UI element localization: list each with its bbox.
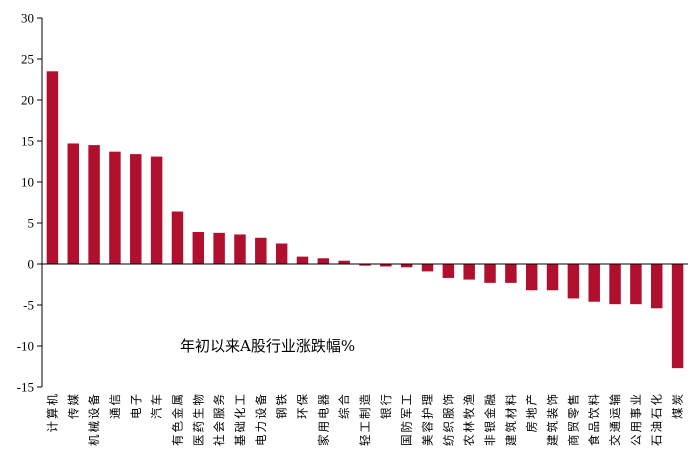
category-labels: 计算机 传媒 机械设备 通信 电子 汽车 有色金属 医药生物 社会服务 基础化工 电力设备 钢铁 环保家…	[45, 392, 684, 446]
y-tick-label: -5	[23, 298, 34, 313]
category-label: 环保	[295, 392, 309, 419]
bars	[46, 71, 684, 369]
y-tick-label: 5	[28, 216, 35, 231]
category-label: 有色金属	[170, 392, 184, 446]
category-label: 建筑装饰	[546, 392, 560, 446]
category-label: 轻工制造	[358, 392, 372, 446]
bar	[484, 264, 496, 283]
category-label: 纺织服饰	[441, 392, 455, 446]
category-label: 公用事业	[629, 392, 643, 446]
bar	[275, 243, 288, 264]
bar	[67, 143, 79, 264]
bar	[567, 264, 580, 299]
category-label: 食品饮料	[587, 392, 601, 446]
y-tick-label: 30	[21, 11, 34, 26]
category-label: 汽车	[150, 392, 164, 419]
bar	[671, 264, 684, 369]
bar	[400, 264, 413, 268]
y-tick-label: 15	[21, 134, 34, 149]
y-tick-label: 25	[21, 52, 34, 67]
bar	[442, 264, 455, 278]
category-label: 医药生物	[191, 392, 205, 446]
bar	[296, 256, 309, 264]
category-label: 电子	[129, 392, 143, 419]
category-label: 国防军工	[400, 392, 414, 446]
bar	[46, 71, 59, 264]
category-label: 计算机	[45, 392, 59, 433]
bar	[171, 211, 184, 264]
y-tick-label: 0	[28, 257, 35, 272]
category-label: 钢铁	[275, 392, 289, 419]
category-label: 电力设备	[254, 392, 268, 446]
category-label: 传媒	[66, 392, 80, 419]
bar	[338, 260, 350, 264]
bar	[109, 151, 121, 264]
y-tick-label: 10	[21, 175, 34, 190]
bar	[421, 264, 434, 272]
bar	[525, 264, 538, 291]
bar	[150, 156, 163, 264]
bar	[88, 145, 100, 264]
category-label: 房地产	[525, 392, 539, 433]
y-tick-label: -15	[17, 380, 34, 395]
bar	[546, 264, 559, 291]
category-label: 银行	[379, 392, 393, 419]
category-label: 农林牧渔	[462, 392, 476, 446]
y-tick-label: -10	[17, 339, 34, 354]
bar	[255, 237, 267, 264]
category-label: 家用电器	[316, 392, 330, 446]
y-axis: 30 25 20 15 10 5 0 -5 -10 -15	[17, 11, 43, 395]
bar	[130, 154, 142, 264]
bar	[213, 232, 225, 264]
bar	[588, 264, 600, 302]
bar	[609, 264, 621, 305]
bar	[463, 264, 475, 280]
bar	[192, 232, 205, 264]
category-label: 美容护理	[421, 392, 435, 446]
bar	[380, 264, 392, 267]
bar	[505, 264, 517, 283]
category-label: 建筑材料	[504, 392, 518, 446]
bar	[630, 264, 642, 305]
category-label: 社会服务	[212, 392, 226, 446]
category-label: 交通运输	[608, 392, 622, 446]
bar	[234, 234, 246, 264]
category-label: 通信	[108, 392, 122, 419]
bar	[359, 264, 371, 266]
bar	[651, 264, 663, 309]
category-label: 石油石化	[650, 392, 664, 446]
chart-annotation: 年初以来A股行业涨跌幅%	[180, 337, 355, 355]
category-label: 煤炭	[671, 392, 685, 419]
category-label: 综合	[337, 392, 351, 419]
category-label: 非银金融	[483, 392, 497, 446]
bar	[317, 258, 330, 264]
category-label: 机械设备	[87, 392, 101, 446]
y-tick-label: 20	[21, 93, 34, 108]
category-label: 基础化工	[233, 392, 247, 446]
category-label: 商贸零售	[566, 392, 580, 446]
